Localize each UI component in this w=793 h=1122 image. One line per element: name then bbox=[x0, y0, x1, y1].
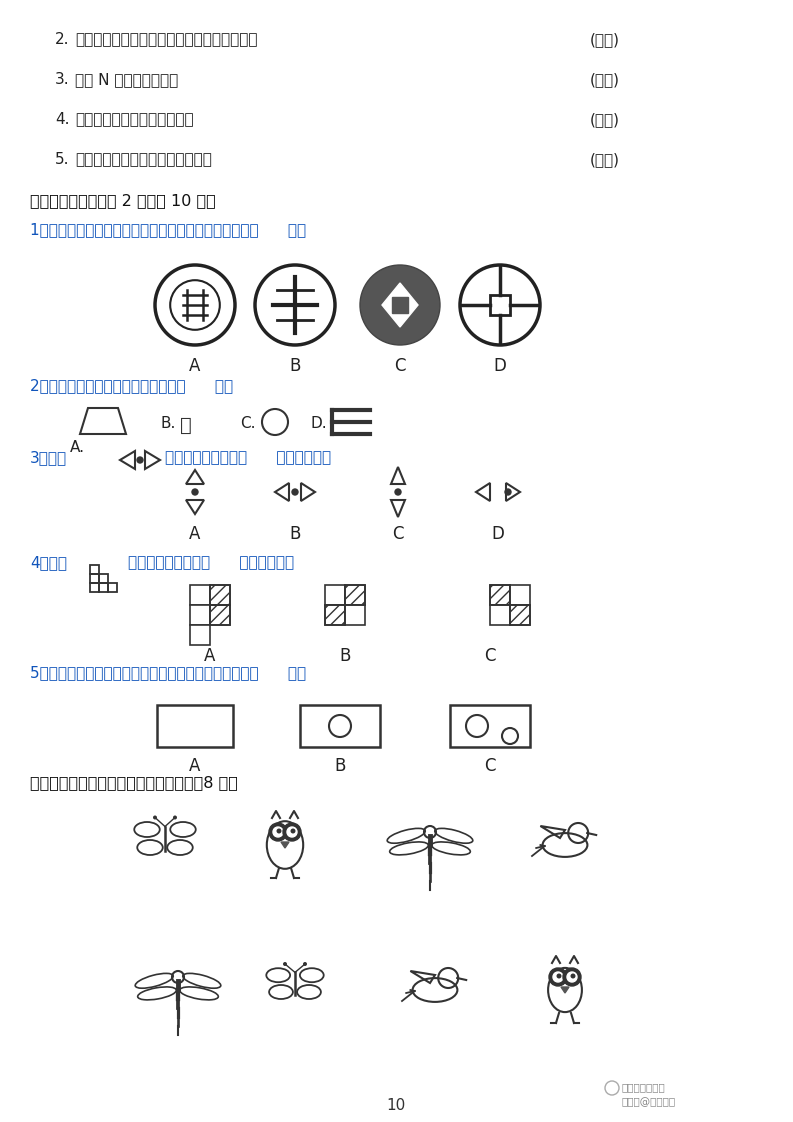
Bar bbox=[90, 583, 99, 592]
Bar bbox=[325, 585, 345, 605]
Text: 五、把通过平移能得到的图形连起来。（8 分）: 五、把通过平移能得到的图形连起来。（8 分） bbox=[30, 775, 238, 790]
Text: A: A bbox=[190, 525, 201, 543]
Polygon shape bbox=[561, 987, 569, 993]
Circle shape bbox=[395, 489, 401, 495]
Bar bbox=[210, 585, 230, 605]
Circle shape bbox=[360, 265, 440, 344]
Text: C: C bbox=[393, 525, 404, 543]
Text: B: B bbox=[289, 357, 301, 375]
Bar bbox=[108, 583, 117, 592]
Bar bbox=[345, 585, 365, 605]
Text: A: A bbox=[190, 357, 201, 375]
Bar bbox=[510, 605, 530, 625]
Text: 1．下列四个银行的商标图案中，不是轴对称图形的是（      ）。: 1．下列四个银行的商标图案中，不是轴对称图形的是（ ）。 bbox=[30, 222, 306, 237]
Circle shape bbox=[563, 968, 581, 986]
Text: 四、选一选。（每题 2 分，共 10 分）: 四、选一选。（每题 2 分，共 10 分） bbox=[30, 193, 216, 208]
Text: 4.: 4. bbox=[55, 112, 70, 127]
Text: 10: 10 bbox=[386, 1098, 406, 1113]
Circle shape bbox=[269, 824, 287, 842]
Bar bbox=[510, 585, 530, 605]
Bar bbox=[99, 574, 108, 583]
Bar bbox=[490, 585, 510, 605]
Bar bbox=[90, 574, 99, 583]
Circle shape bbox=[570, 974, 576, 978]
Circle shape bbox=[549, 968, 567, 986]
Bar bbox=[210, 605, 230, 625]
Bar bbox=[345, 585, 365, 605]
Text: 字母 N 是轴对称图形。: 字母 N 是轴对称图形。 bbox=[75, 72, 178, 88]
Text: 5．下面的图形沿着一条直线折叠后不能完全重合的是（      ）。: 5．下面的图形沿着一条直线折叠后不能完全重合的是（ ）。 bbox=[30, 665, 306, 680]
Circle shape bbox=[273, 827, 283, 837]
Bar bbox=[490, 605, 510, 625]
Text: 5.: 5. bbox=[55, 151, 70, 167]
Circle shape bbox=[173, 816, 177, 819]
Text: C.: C. bbox=[240, 416, 255, 431]
Circle shape bbox=[287, 827, 297, 837]
Text: 搜狐号@财精课评: 搜狐号@财精课评 bbox=[622, 1097, 676, 1107]
Text: D: D bbox=[492, 525, 504, 543]
Text: (　　): ( ) bbox=[590, 112, 620, 127]
Circle shape bbox=[153, 816, 157, 819]
Bar bbox=[210, 585, 230, 605]
Bar bbox=[190, 585, 210, 605]
Text: 2．下列图形在镜子中没有变化的是（      ）。: 2．下列图形在镜子中没有变化的是（ ）。 bbox=[30, 378, 233, 393]
Text: B.: B. bbox=[160, 416, 175, 431]
Circle shape bbox=[292, 489, 298, 495]
Text: 3．图形: 3．图形 bbox=[30, 450, 67, 465]
Bar bbox=[99, 583, 108, 592]
Bar bbox=[90, 565, 99, 574]
Text: 中小学满分学苑: 中小学满分学苑 bbox=[622, 1082, 666, 1092]
Text: D.: D. bbox=[310, 416, 327, 431]
Text: 可以由下面的图形（      ）旋转得到。: 可以由下面的图形（ ）旋转得到。 bbox=[128, 555, 294, 570]
Text: 4．图形: 4．图形 bbox=[30, 555, 67, 570]
Bar bbox=[325, 605, 345, 625]
Text: 一张纸对折后剪出的图形一定是轴对称图形。: 一张纸对折后剪出的图形一定是轴对称图形。 bbox=[75, 33, 258, 47]
Polygon shape bbox=[382, 283, 418, 327]
Text: (　　): ( ) bbox=[590, 72, 620, 88]
Text: (　　): ( ) bbox=[590, 33, 620, 47]
Circle shape bbox=[557, 974, 561, 978]
Text: 小朋友玩荡秋千是旋转现象。: 小朋友玩荡秋千是旋转现象。 bbox=[75, 112, 193, 127]
Circle shape bbox=[505, 489, 511, 495]
Text: (　　): ( ) bbox=[590, 151, 620, 167]
Bar bbox=[190, 605, 210, 625]
Circle shape bbox=[283, 962, 287, 966]
Bar bbox=[210, 605, 230, 625]
Text: D: D bbox=[493, 357, 507, 375]
Polygon shape bbox=[392, 297, 408, 313]
Bar bbox=[345, 605, 365, 625]
Text: C: C bbox=[394, 357, 406, 375]
Bar bbox=[300, 705, 380, 747]
Circle shape bbox=[290, 828, 296, 834]
Bar bbox=[190, 625, 210, 645]
Circle shape bbox=[567, 972, 577, 982]
Text: C: C bbox=[485, 757, 496, 775]
Text: 旋转之后图形的形状发生了改变。: 旋转之后图形的形状发生了改变。 bbox=[75, 151, 212, 167]
Circle shape bbox=[303, 962, 307, 966]
Text: 可以由下面的图形（      ）平移得到。: 可以由下面的图形（ ）平移得到。 bbox=[165, 450, 331, 465]
Bar bbox=[490, 585, 510, 605]
Polygon shape bbox=[281, 842, 289, 848]
Bar bbox=[450, 705, 530, 747]
Text: B: B bbox=[335, 757, 346, 775]
Text: A.: A. bbox=[70, 440, 85, 456]
Circle shape bbox=[137, 457, 143, 463]
Bar bbox=[325, 605, 345, 625]
Circle shape bbox=[192, 489, 198, 495]
Circle shape bbox=[277, 828, 282, 834]
Text: 3.: 3. bbox=[55, 72, 70, 88]
Circle shape bbox=[553, 972, 563, 982]
Text: 2.: 2. bbox=[55, 33, 70, 47]
Text: 珑: 珑 bbox=[180, 416, 192, 435]
Bar bbox=[157, 705, 233, 747]
Text: A: A bbox=[190, 757, 201, 775]
Text: B: B bbox=[289, 525, 301, 543]
Bar bbox=[510, 605, 530, 625]
Text: C: C bbox=[485, 647, 496, 665]
Text: B: B bbox=[339, 647, 351, 665]
Circle shape bbox=[283, 824, 301, 842]
Text: A: A bbox=[205, 647, 216, 665]
